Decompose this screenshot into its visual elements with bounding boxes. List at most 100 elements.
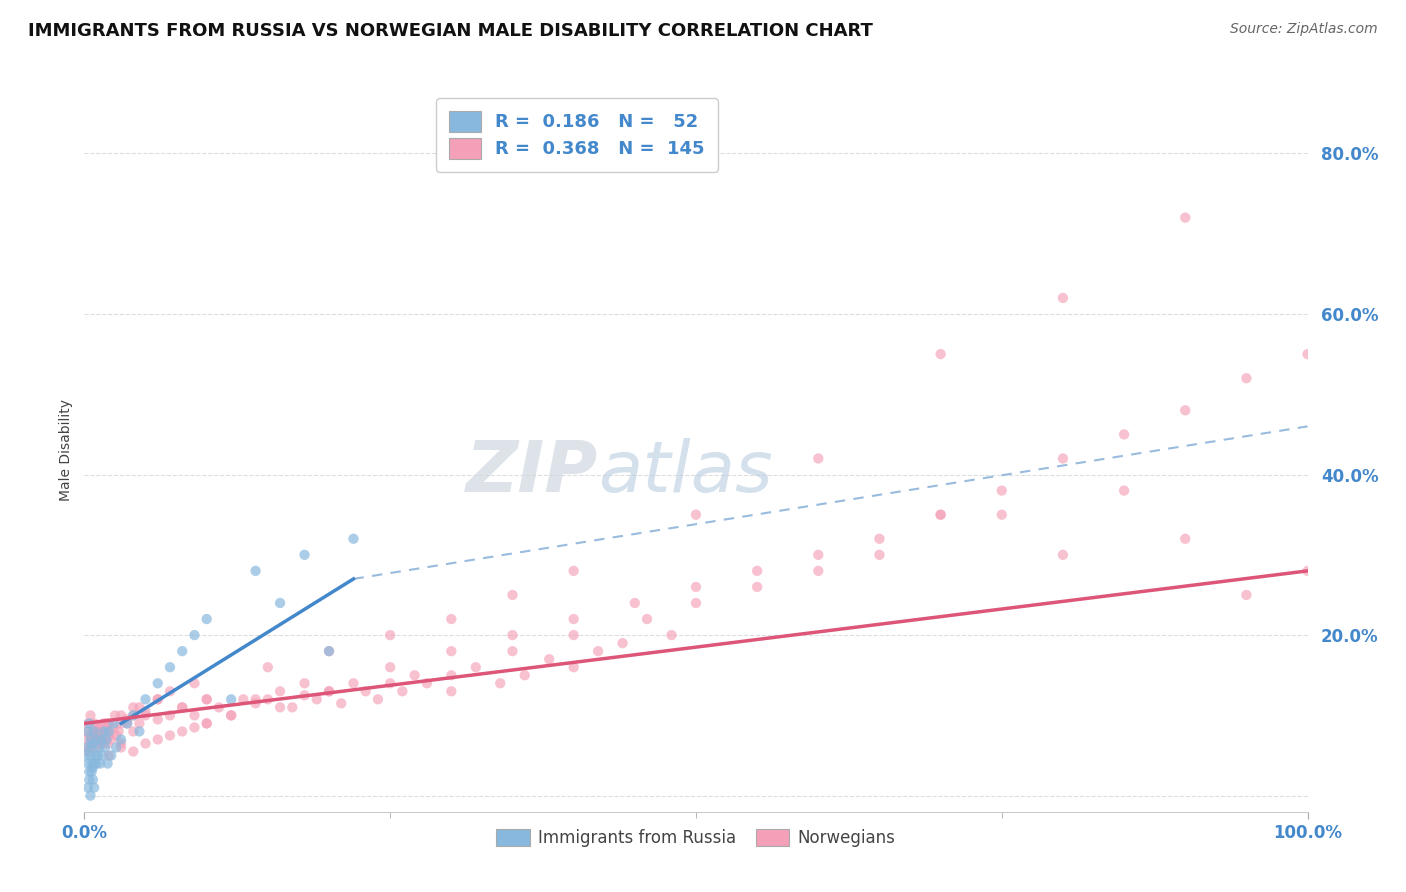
Point: [538, 652, 561, 666]
Point: [89, 756, 111, 771]
Point: [257, 660, 280, 674]
Point: [77, 780, 100, 795]
Point: [96, 716, 118, 731]
Point: [294, 676, 316, 690]
Point: [82, 760, 104, 774]
Point: [146, 692, 169, 706]
Point: [612, 636, 634, 650]
Point: [929, 347, 952, 361]
Point: [747, 564, 769, 578]
Point: [84, 728, 107, 742]
Point: [97, 728, 120, 742]
Point: [94, 740, 117, 755]
Point: [103, 716, 125, 731]
Point: [195, 716, 218, 731]
Point: [1174, 403, 1197, 417]
Point: [195, 692, 218, 706]
Point: [245, 692, 267, 706]
Point: [80, 737, 103, 751]
Point: [135, 737, 157, 751]
Point: [80, 756, 103, 771]
Point: [489, 676, 512, 690]
Point: [380, 628, 402, 642]
Point: [86, 756, 108, 771]
Point: [77, 772, 100, 787]
Point: [869, 532, 891, 546]
Point: [195, 716, 218, 731]
Point: [685, 596, 707, 610]
Point: [96, 732, 118, 747]
Point: [440, 668, 463, 682]
Point: [391, 684, 413, 698]
Point: [75, 724, 97, 739]
Point: [807, 564, 830, 578]
Point: [208, 700, 231, 714]
Point: [76, 740, 98, 755]
Point: [83, 716, 105, 731]
Point: [89, 724, 111, 739]
Point: [440, 684, 463, 698]
Point: [1236, 588, 1258, 602]
Point: [380, 676, 402, 690]
Point: [562, 628, 585, 642]
Point: [183, 628, 205, 642]
Point: [97, 724, 120, 739]
Point: [685, 508, 707, 522]
Point: [104, 708, 127, 723]
Point: [94, 732, 117, 747]
Point: [281, 700, 304, 714]
Point: [219, 708, 242, 723]
Point: [172, 644, 194, 658]
Point: [77, 724, 100, 739]
Point: [440, 612, 463, 626]
Point: [128, 716, 150, 731]
Point: [807, 451, 830, 466]
Y-axis label: Male Disability: Male Disability: [59, 400, 73, 501]
Point: [305, 692, 328, 706]
Point: [146, 692, 169, 706]
Point: [87, 732, 110, 747]
Point: [562, 564, 585, 578]
Point: [146, 732, 169, 747]
Point: [103, 721, 125, 735]
Point: [84, 728, 107, 742]
Point: [86, 721, 108, 735]
Point: [87, 748, 110, 763]
Point: [97, 748, 120, 763]
Point: [135, 708, 157, 723]
Point: [86, 732, 108, 747]
Point: [135, 705, 157, 719]
Point: [1114, 483, 1136, 498]
Point: [342, 532, 364, 546]
Point: [342, 676, 364, 690]
Point: [183, 708, 205, 723]
Point: [86, 740, 108, 755]
Point: [172, 700, 194, 714]
Point: [79, 728, 101, 742]
Point: [83, 724, 105, 739]
Point: [97, 756, 120, 771]
Point: [79, 737, 101, 751]
Point: [110, 737, 132, 751]
Point: [562, 612, 585, 626]
Point: [122, 708, 145, 723]
Point: [661, 628, 683, 642]
Point: [318, 684, 340, 698]
Point: [97, 724, 120, 739]
Point: [232, 692, 254, 706]
Point: [929, 508, 952, 522]
Point: [122, 744, 145, 758]
Point: [146, 712, 169, 726]
Point: [195, 692, 218, 706]
Point: [1296, 564, 1319, 578]
Point: [513, 668, 536, 682]
Point: [97, 737, 120, 751]
Point: [79, 708, 101, 723]
Point: [91, 737, 114, 751]
Point: [245, 564, 267, 578]
Point: [440, 644, 463, 658]
Point: [115, 716, 138, 731]
Point: [318, 684, 340, 698]
Point: [83, 780, 105, 795]
Point: [562, 660, 585, 674]
